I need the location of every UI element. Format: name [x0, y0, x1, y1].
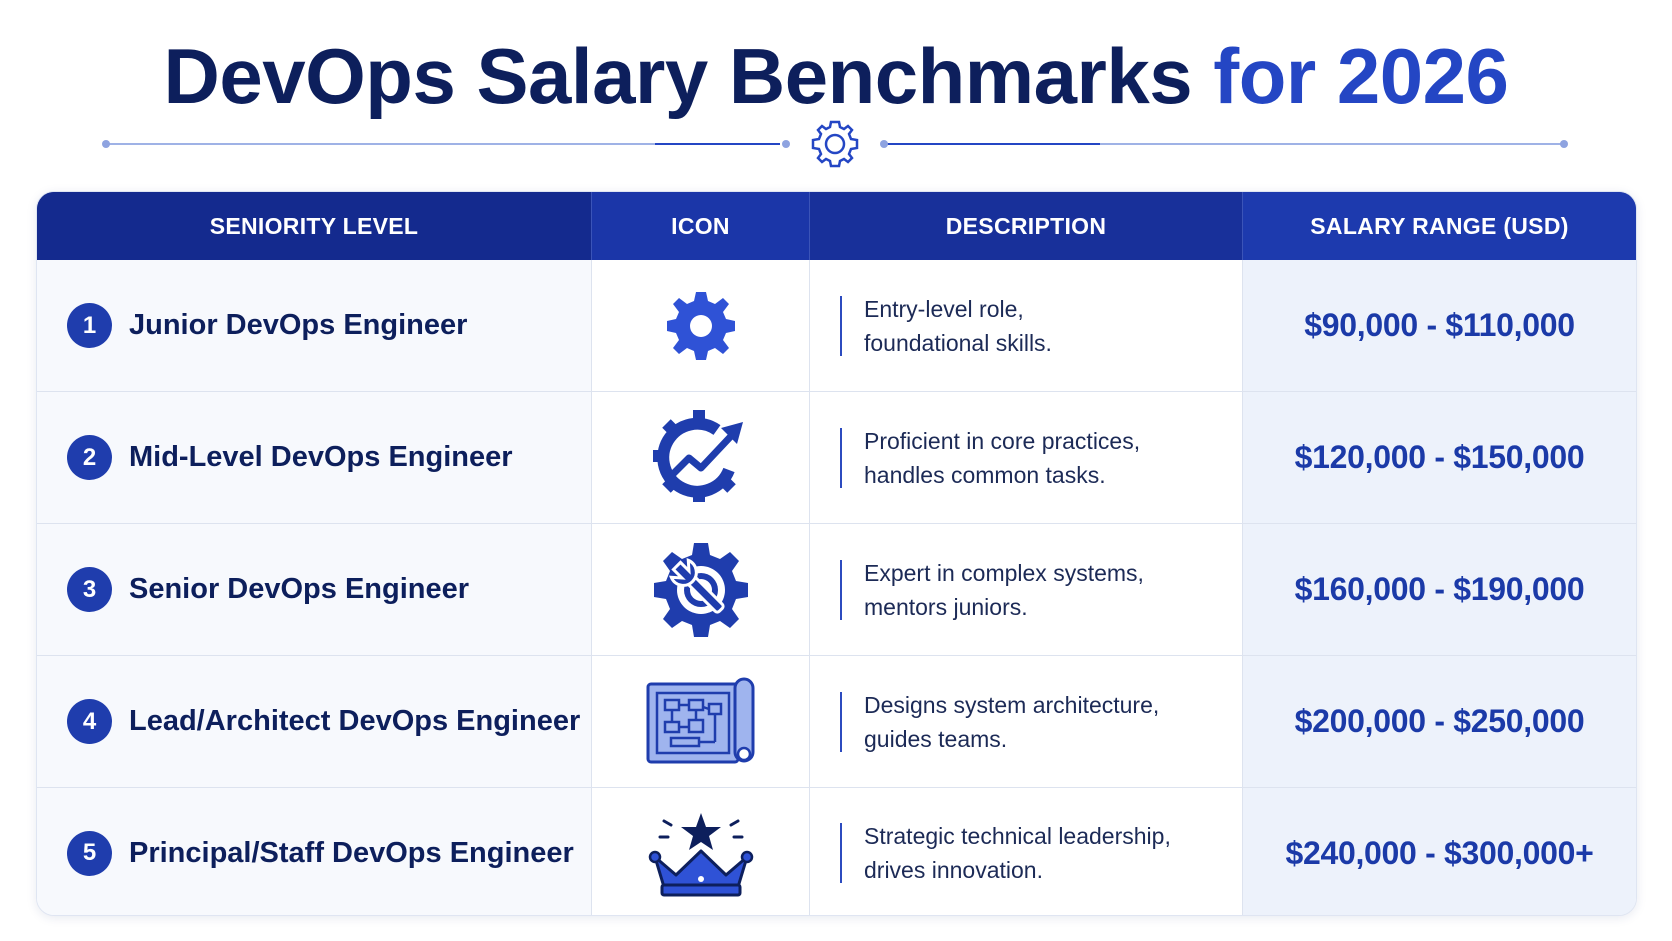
seniority-cell: 1 Junior DevOps Engineer [37, 260, 592, 391]
level-name: Principal/Staff DevOps Engineer [129, 836, 574, 869]
description-line: guides teams. [864, 725, 1008, 752]
description-line: Strategic technical leadership, [864, 823, 1171, 849]
level-name: Junior DevOps Engineer [129, 309, 468, 341]
seniority-cell: 3 Senior DevOps Engineer [37, 524, 592, 655]
description-text: Designs system architecture, guides team… [864, 688, 1159, 756]
seniority-cell: 4 Lead/Architect DevOps Engineer [37, 656, 592, 787]
description-text: Expert in complex systems, mentors junio… [864, 556, 1144, 624]
header-seniority-level: SENIORITY LEVEL [37, 192, 592, 260]
gear-icon [666, 291, 735, 360]
icon-cell [592, 260, 810, 391]
icon-cell [592, 788, 810, 915]
description-line: Designs system architecture, [864, 691, 1160, 718]
description-cell: Entry-level role, foundational skills. [810, 260, 1243, 391]
salary-range: $240,000 - $300,000+ [1285, 834, 1594, 871]
icon-cell [592, 524, 810, 655]
level-number-badge: 2 [67, 435, 112, 480]
level-number-badge: 3 [67, 567, 112, 612]
title-divider [102, 120, 1568, 168]
description-line: handles common tasks. [864, 461, 1106, 488]
salary-cell: $200,000 - $250,000 [1243, 656, 1636, 787]
salary-cell: $90,000 - $110,000 [1243, 260, 1636, 391]
blueprint-icon [646, 677, 754, 763]
title-accent: for 2026 [1213, 32, 1509, 120]
header-icon: ICON [592, 192, 810, 260]
description-accent-bar [840, 823, 842, 883]
description-accent-bar [840, 559, 842, 620]
table-row: 4 Lead/Architect DevOps Engineer [37, 656, 1636, 788]
description-line: drives innovation. [864, 857, 1043, 883]
level-number-badge: 1 [67, 303, 112, 348]
page-title: DevOps Salary Benchmarks for 2026 [0, 28, 1672, 124]
icon-cell [592, 392, 810, 523]
salary-cell: $160,000 - $190,000 [1243, 524, 1636, 655]
header-salary-range: SALARY RANGE (USD) [1243, 192, 1636, 260]
description-cell: Strategic technical leadership, drives i… [810, 788, 1243, 915]
description-accent-bar [840, 295, 842, 356]
table-row: 5 Principal/Staff DevOps Engineer [37, 788, 1636, 915]
description-cell: Proficient in core practices, handles co… [810, 392, 1243, 523]
table-row: 2 Mid-Level DevOps Engineer [37, 392, 1636, 524]
header-description: DESCRIPTION [810, 192, 1243, 260]
salary-range: $120,000 - $150,000 [1294, 439, 1585, 475]
description-line: Proficient in core practices, [864, 427, 1141, 454]
description-cell: Designs system architecture, guides team… [810, 656, 1243, 787]
gear-wrench-icon [653, 542, 748, 637]
description-text: Entry-level role, foundational skills. [864, 292, 1052, 360]
crown-star-icon [648, 813, 753, 897]
description-line: Expert in complex systems, [864, 559, 1144, 586]
table-row: 3 Senior DevOps Engineer Expert in compl… [37, 524, 1636, 656]
salary-range: $160,000 - $190,000 [1294, 571, 1585, 607]
level-number-badge: 4 [67, 699, 112, 744]
gear-growth-arrow-icon [652, 409, 743, 502]
level-name: Mid-Level DevOps Engineer [129, 441, 513, 473]
salary-cell: $240,000 - $300,000+ [1243, 788, 1636, 915]
seniority-cell: 5 Principal/Staff DevOps Engineer [37, 788, 592, 915]
description-cell: Expert in complex systems, mentors junio… [810, 524, 1243, 655]
salary-cell: $120,000 - $150,000 [1243, 392, 1636, 523]
description-line: Entry-level role, [864, 295, 1024, 322]
table-header: SENIORITY LEVEL ICON DESCRIPTION SALARY … [37, 192, 1636, 260]
description-line: foundational skills. [864, 329, 1052, 356]
salary-range: $200,000 - $250,000 [1294, 703, 1585, 739]
description-line: mentors juniors. [864, 593, 1028, 620]
level-name: Senior DevOps Engineer [129, 573, 470, 605]
description-accent-bar [840, 427, 842, 488]
level-name: Lead/Architect DevOps Engineer [129, 705, 581, 737]
salary-range: $90,000 - $110,000 [1304, 307, 1575, 343]
description-text: Proficient in core practices, handles co… [864, 424, 1140, 492]
description-accent-bar [840, 691, 842, 752]
title-main: DevOps Salary Benchmarks [163, 32, 1193, 120]
icon-cell [592, 656, 810, 787]
salary-table: SENIORITY LEVEL ICON DESCRIPTION SALARY … [36, 191, 1637, 916]
seniority-cell: 2 Mid-Level DevOps Engineer [37, 392, 592, 523]
description-text: Strategic technical leadership, drives i… [864, 819, 1171, 887]
gear-icon [811, 120, 859, 168]
level-number-badge: 5 [67, 830, 112, 876]
table-row: 1 Junior DevOps Engineer Entry-level rol… [37, 260, 1636, 392]
